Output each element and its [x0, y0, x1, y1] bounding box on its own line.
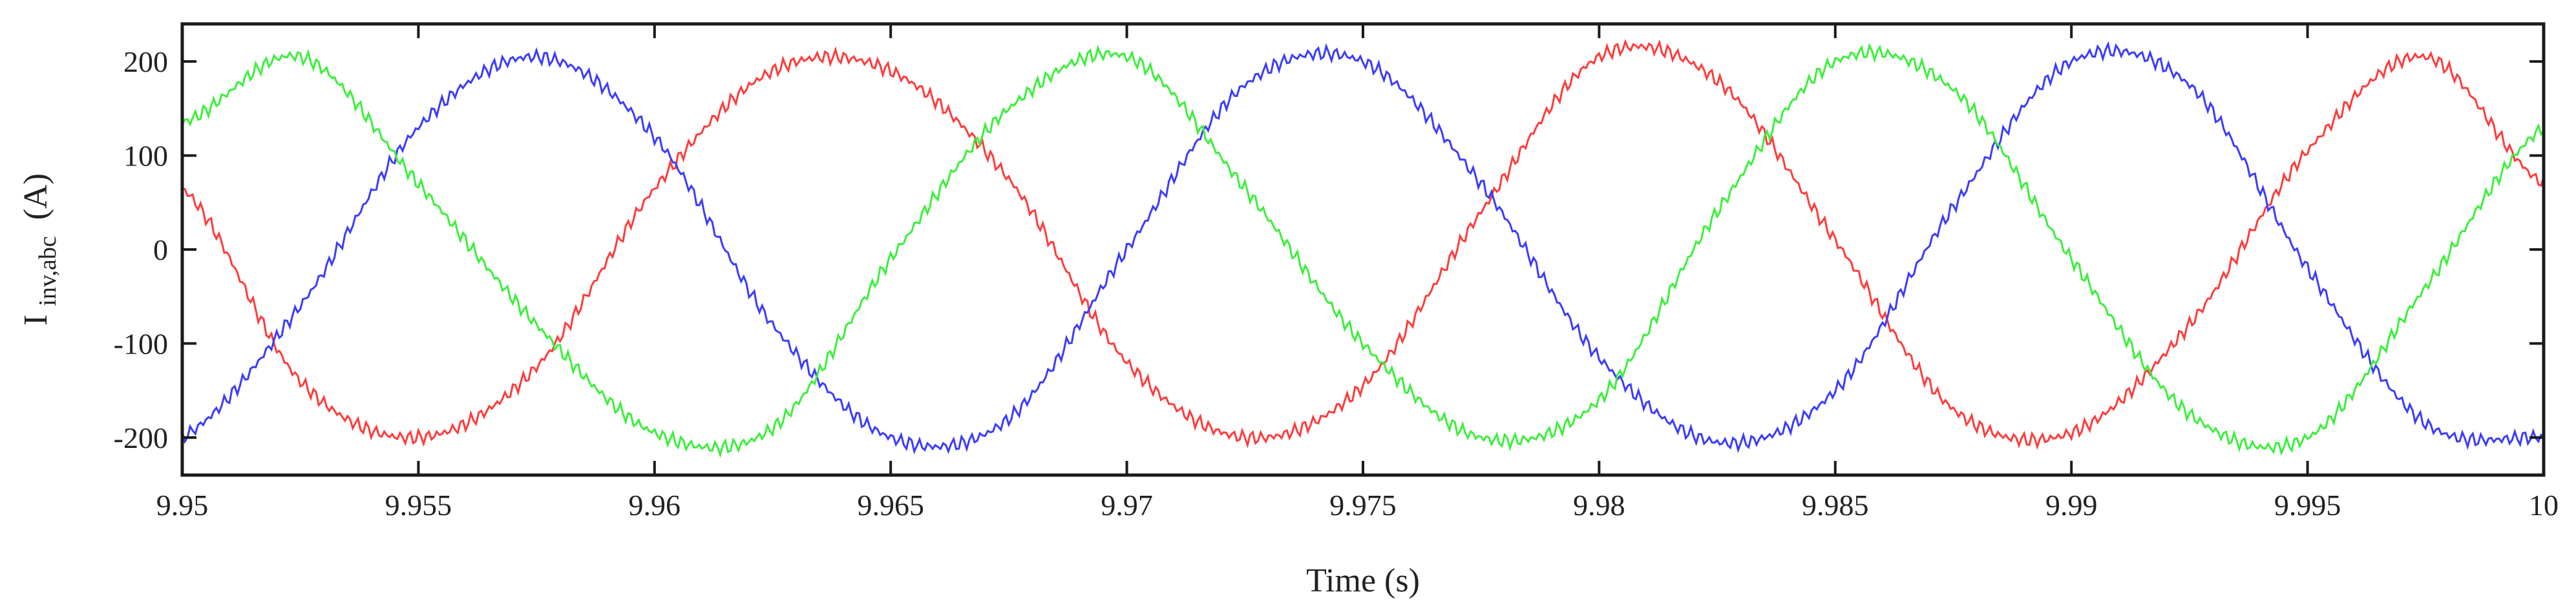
x-tick-label-2: 9.96	[629, 489, 681, 522]
x-tick-label-3: 9.965	[857, 489, 924, 522]
y-tick-label-4: 200	[123, 45, 168, 78]
y-tick-label-2: 0	[153, 233, 168, 266]
x-tick-label-9: 9.995	[2274, 489, 2341, 522]
y-axis-title-main: I	[17, 315, 54, 326]
series-line-3	[181, 43, 2545, 458]
series-line-2	[181, 41, 2544, 454]
x-tick-label-5: 9.975	[1329, 489, 1397, 522]
x-tick-label-10: 10	[2529, 489, 2559, 522]
y-tick-label-0: -200	[114, 421, 168, 454]
x-axis-title: Time (s)	[1306, 562, 1420, 599]
ticks-layer	[181, 24, 2545, 475]
x-tick-label-7: 9.985	[1802, 489, 1869, 522]
plot-frame	[180, 22, 2546, 477]
series-layer	[181, 39, 2545, 458]
x-tick-label-0: 9.95	[156, 489, 209, 522]
series-line-1	[182, 39, 2545, 451]
y-axis-title: I inv,abc (A)	[17, 173, 63, 326]
y-tick-label-1: -100	[114, 327, 168, 360]
y-axis-title-subscript: inv,abc	[34, 236, 61, 306]
x-tick-label-4: 9.97	[1101, 489, 1153, 522]
y-axis-title-unit: (A)	[17, 173, 54, 220]
x-tick-label-1: 9.955	[385, 489, 452, 522]
labels-layer: 9.95 9.955 9.96 9.965 9.97 9.975 9.98 9.985 9.99…	[114, 45, 2559, 522]
x-tick-label-6: 9.98	[1573, 489, 1625, 522]
x-tick-label-8: 9.99	[2045, 489, 2098, 522]
y-tick-label-3: 100	[123, 140, 168, 173]
